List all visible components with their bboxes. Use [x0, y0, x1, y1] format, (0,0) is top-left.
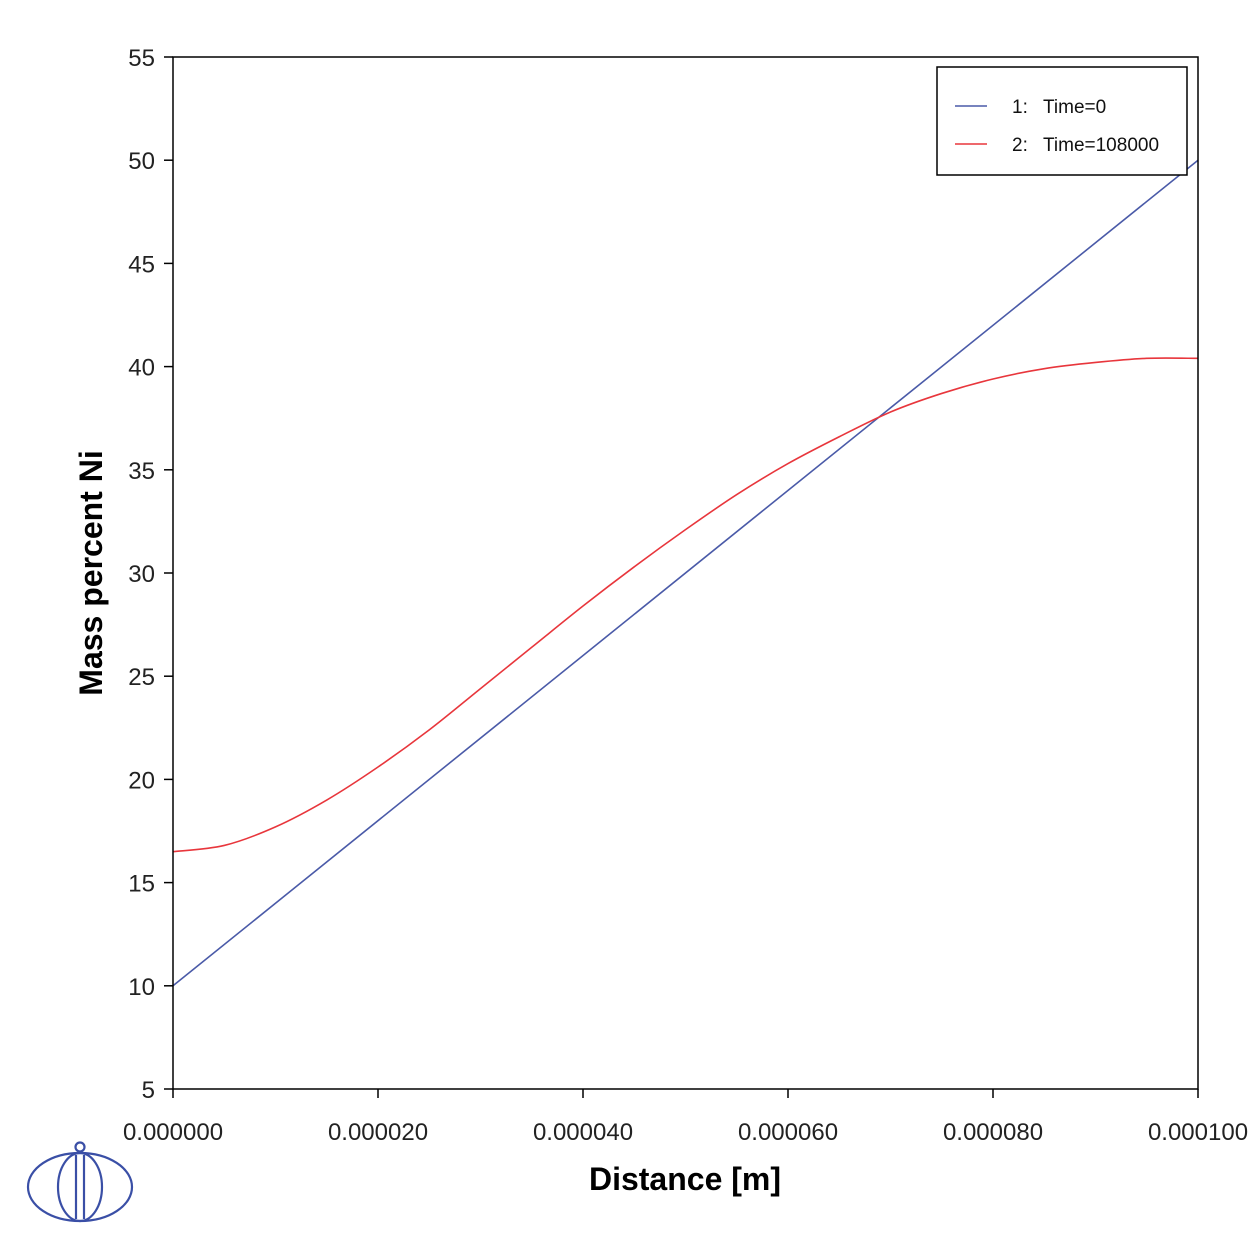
y-axis: 5 10 15 20 25 30 35 40 45 50 55	[128, 45, 173, 1104]
legend-index-series-1: 1:	[1012, 97, 1028, 118]
logo-dot	[74, 1141, 86, 1153]
x-tick-label: 0.000040	[533, 1119, 633, 1146]
y-tick-label: 15	[128, 871, 155, 898]
y-tick-label: 30	[128, 561, 155, 588]
legend-label-series-2: Time=108000	[1043, 135, 1159, 156]
y-tick-label: 25	[128, 664, 155, 691]
legend-index-series-2: 2:	[1012, 135, 1028, 156]
series-line-1	[172, 159, 1199, 987]
x-tick-label: 0.000060	[738, 1119, 838, 1146]
y-tick-label: 5	[142, 1077, 155, 1104]
legend: 1: Time=0 2: Time=108000	[936, 66, 1188, 176]
x-tick-label: 0.000080	[943, 1119, 1043, 1146]
legend-box	[936, 66, 1188, 176]
y-axis-title: Mass percent Ni	[73, 450, 109, 695]
y-tick-label: 40	[128, 355, 155, 382]
x-axis-title: Distance [m]	[589, 1161, 781, 1197]
y-tick-label: 50	[128, 148, 155, 175]
x-tick-label: 0.000000	[123, 1119, 223, 1146]
series-line-2	[172, 357, 1199, 853]
series-layer	[172, 159, 1199, 987]
x-axis: 0.000000 0.000020 0.000040 0.000060 0.000080…	[123, 1089, 1248, 1146]
x-tick-label: 0.000020	[328, 1119, 428, 1146]
y-tick-label: 55	[128, 45, 155, 72]
y-tick-label: 35	[128, 458, 155, 485]
y-tick-label: 45	[128, 251, 155, 278]
thermo-calc-logo	[26, 1141, 134, 1223]
y-tick-label: 20	[128, 767, 155, 794]
x-tick-label: 0.000100	[1148, 1119, 1248, 1146]
y-tick-label: 10	[128, 974, 155, 1001]
logo-inner-ellipse	[56, 1151, 104, 1223]
legend-label-series-1: Time=0	[1043, 97, 1106, 118]
